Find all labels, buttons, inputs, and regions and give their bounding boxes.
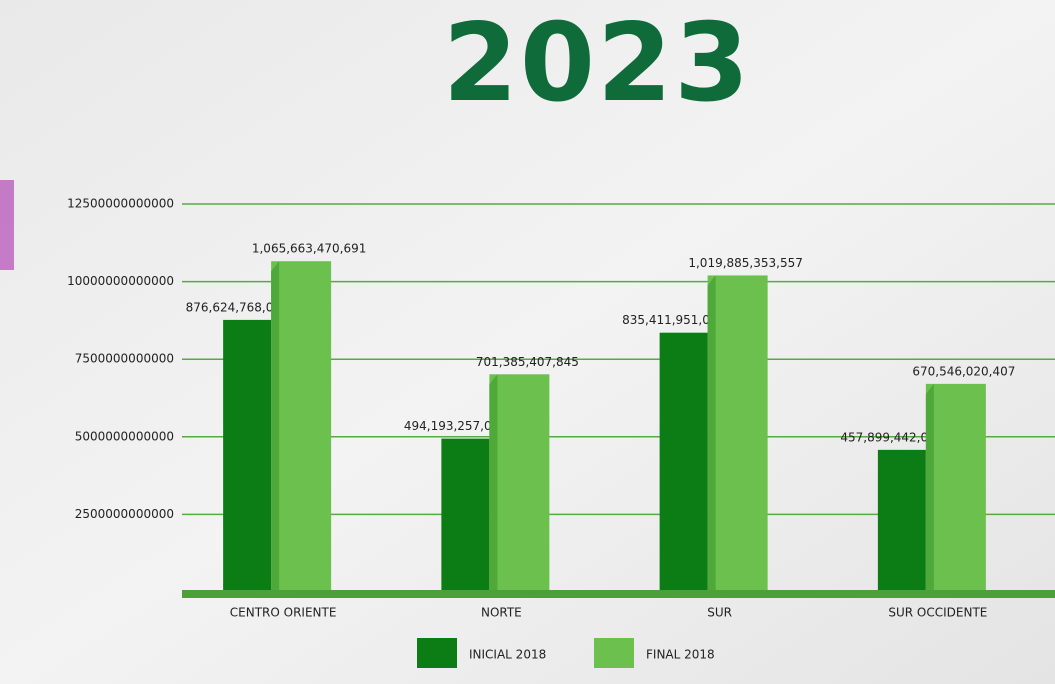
bar <box>925 383 986 592</box>
bar <box>707 275 768 592</box>
y-tick-label: 7500000000000 <box>75 352 174 366</box>
bar <box>877 449 926 592</box>
bar-side <box>707 275 716 592</box>
x-tick-label: SUR OCCIDENTE <box>888 606 987 620</box>
value-label: 701,385,407,845 <box>476 355 579 369</box>
value-label: 1,065,663,470,691 <box>252 242 367 256</box>
bar <box>489 374 550 592</box>
x-tick-label: NORTE <box>481 606 522 620</box>
legend-swatch <box>594 638 634 668</box>
x-tick-label: SUR <box>707 606 732 620</box>
bar-side <box>925 383 934 592</box>
value-label: 835,411,951,000 <box>622 313 725 327</box>
value-label: 457,899,442,000 <box>840 430 943 444</box>
value-label: 876,624,768,000 <box>186 300 289 314</box>
y-tick-label: 12500000000000 <box>67 197 174 211</box>
legend-label: FINAL 2018 <box>646 648 715 662</box>
y-tick-label: 2500000000000 <box>75 507 174 521</box>
bar <box>441 438 490 592</box>
decoration <box>0 180 14 270</box>
bar <box>223 319 272 592</box>
value-label: 494,193,257,000 <box>404 419 507 433</box>
y-tick-label: 10000000000000 <box>67 274 174 288</box>
y-tick-label: 5000000000000 <box>75 429 174 443</box>
x-tick-label: CENTRO ORIENTE <box>230 606 337 620</box>
chart-title: 2023 <box>443 1 752 126</box>
legend-swatch <box>417 638 457 668</box>
value-label: 670,546,020,407 <box>912 364 1015 378</box>
legend-label: INICIAL 2018 <box>469 648 546 662</box>
bar <box>271 261 332 592</box>
bar-side <box>489 374 498 592</box>
bar-side <box>271 261 280 592</box>
value-label: 1,019,885,353,557 <box>688 256 803 270</box>
bar <box>659 332 708 592</box>
